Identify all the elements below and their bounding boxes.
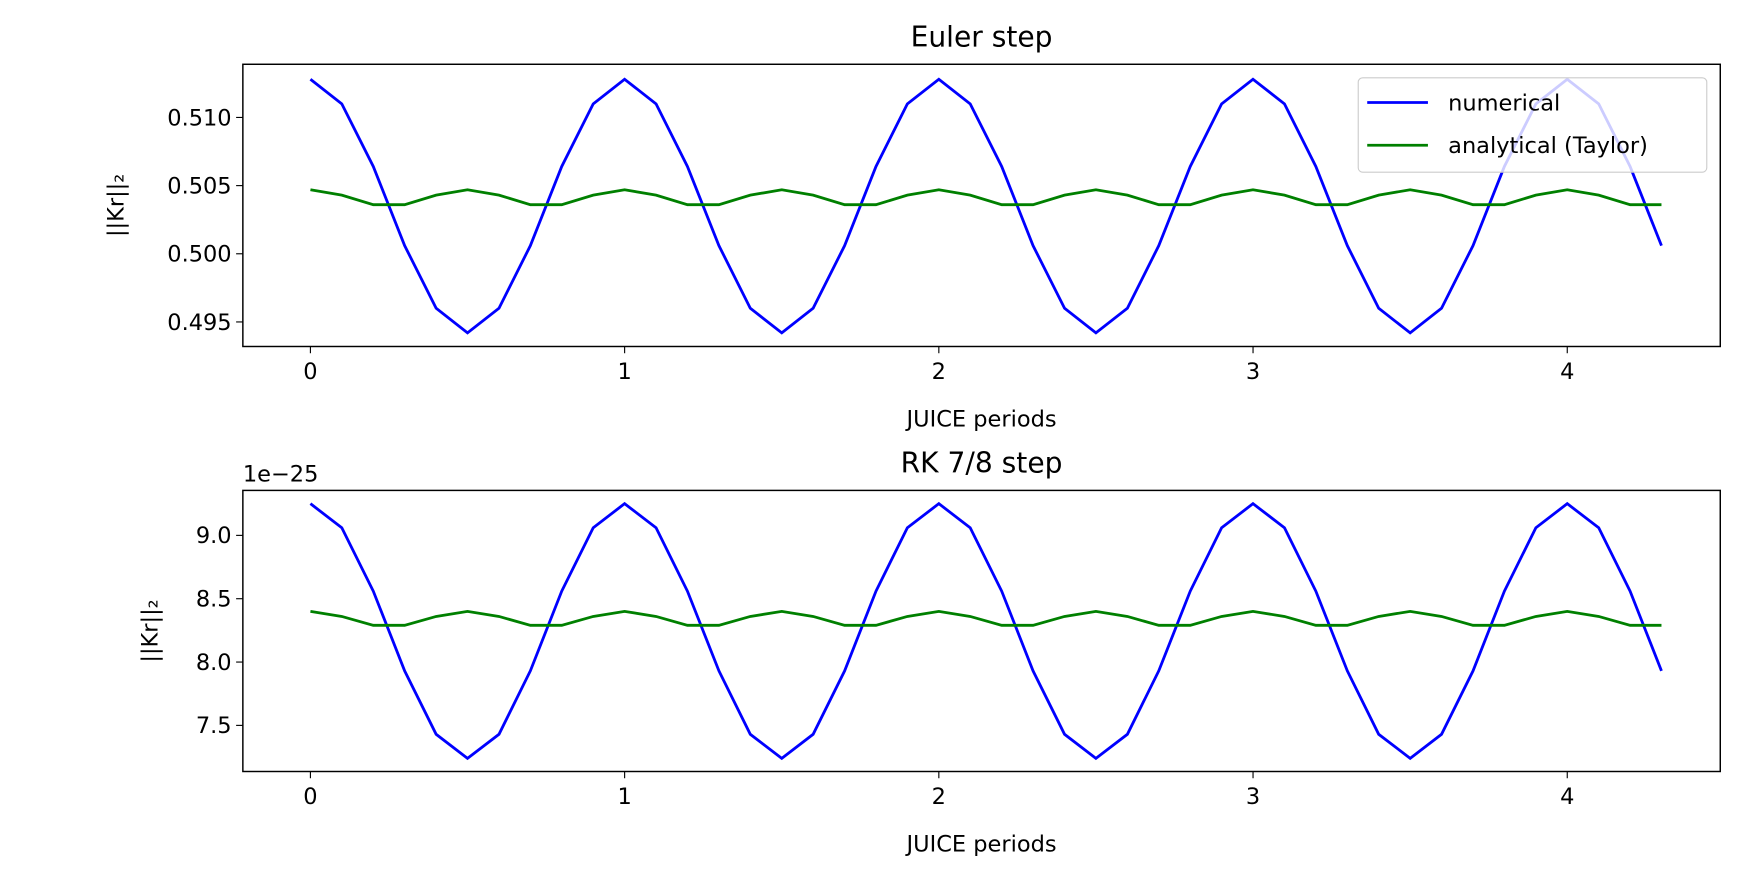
y-axis-label: ||Kr||₂ [104, 174, 130, 237]
x-tick-label: 3 [1246, 784, 1260, 810]
legend-label: numerical [1448, 90, 1560, 116]
x-axis-label: JUICE periods [905, 831, 1057, 857]
x-axis-label: JUICE periods [905, 406, 1057, 432]
x-tick-label: 4 [1560, 359, 1574, 385]
x-tick-label: 0 [303, 784, 317, 810]
axes-frame [242, 489, 1722, 773]
legend: numerical analytical (Taylor) [1357, 77, 1708, 173]
y-tick-label: 7.5 [196, 713, 232, 739]
y-tick-label: 0.505 [167, 173, 231, 199]
x-tick-label: 2 [932, 359, 946, 385]
x-tick-label: 1 [617, 359, 631, 385]
y-axis-label: ||Kr||₂ [137, 599, 163, 662]
legend-box [1357, 77, 1708, 173]
chart-title: Euler step [911, 20, 1053, 53]
y-tick-label: 9.0 [196, 523, 232, 549]
y-tick-label: 0.500 [167, 242, 231, 268]
x-tick-label: 3 [1246, 359, 1260, 385]
axes-frame [242, 63, 1722, 348]
data-line [309, 501, 1663, 761]
y-tick-label: 8.0 [196, 650, 232, 676]
y-tick-label: 0.510 [167, 105, 231, 131]
x-tick-label: 2 [932, 784, 946, 810]
x-tick-label: 1 [617, 784, 631, 810]
y-offset-label: 1e−25 [243, 461, 319, 487]
chart-title: RK 7/8 step [901, 446, 1063, 479]
legend-label: analytical (Taylor) [1448, 133, 1648, 159]
data-line [310, 609, 1662, 627]
y-tick-label: 0.495 [167, 310, 231, 336]
y-tick-label: 8.5 [196, 587, 232, 613]
data-line [309, 77, 1663, 335]
x-tick-label: 4 [1560, 784, 1574, 810]
data-line [310, 188, 1662, 207]
x-tick-label: 0 [303, 359, 317, 385]
